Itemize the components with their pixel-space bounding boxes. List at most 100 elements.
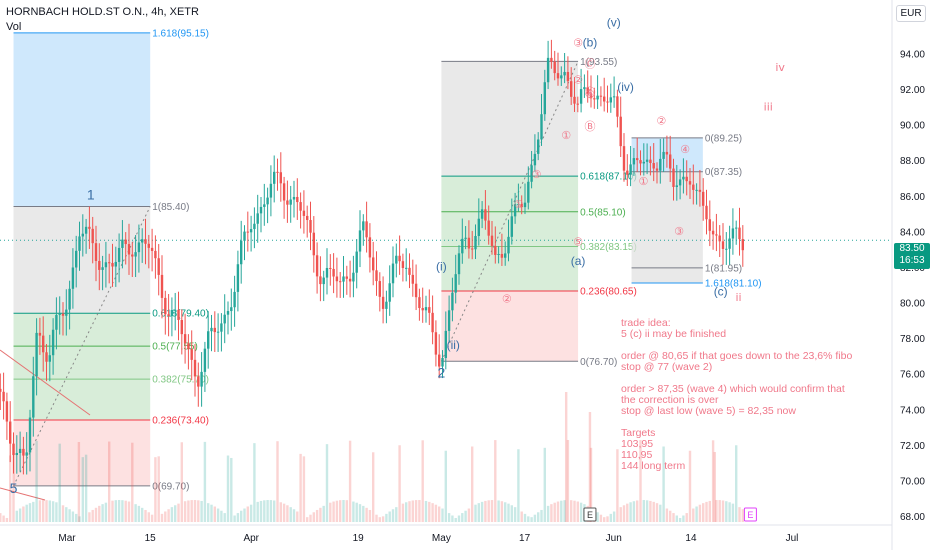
volume-bar	[599, 514, 603, 522]
volume-bar	[263, 500, 266, 522]
volume-bar	[276, 441, 279, 522]
volume-bar	[144, 509, 147, 522]
earnings-marker-label: E	[747, 510, 753, 520]
candle-body	[84, 226, 88, 234]
subwave-label: Ⓒ	[584, 58, 595, 71]
candle-body	[91, 228, 94, 244]
currency-button[interactable]: EUR	[896, 5, 926, 22]
candle-body	[269, 183, 273, 198]
candle-body	[174, 309, 177, 311]
volume-bar	[447, 513, 451, 522]
candle-body	[642, 161, 646, 164]
volume-bar	[114, 500, 118, 522]
candle-body	[395, 255, 398, 264]
candle-body	[682, 176, 685, 180]
candle-body	[626, 170, 629, 175]
volume-bar	[642, 500, 646, 522]
candle-body	[22, 448, 25, 456]
subwave-label: Ⓑ	[584, 120, 595, 133]
volume-bar	[626, 503, 629, 522]
candle-body	[197, 376, 200, 387]
volume-bar	[345, 500, 349, 522]
y-tick-label: 90.00	[900, 121, 925, 132]
volume-bar	[527, 516, 530, 522]
fib-level-label: 0(89.25)	[705, 133, 742, 144]
volume-bar	[388, 511, 391, 522]
fib-zone	[13, 420, 151, 486]
candle-body	[117, 247, 121, 262]
volume-bar	[474, 504, 477, 522]
volume-bar	[708, 500, 712, 522]
candle-body	[553, 61, 556, 74]
volume-bar	[58, 443, 61, 522]
candle-body	[114, 261, 118, 267]
volume-bar	[197, 500, 200, 522]
volume-bar	[358, 504, 362, 522]
last-price: 83.50	[899, 243, 925, 254]
candle-body	[249, 229, 253, 233]
candle-body	[457, 253, 461, 275]
volume-bar	[240, 510, 243, 522]
volume-bar	[233, 515, 236, 522]
volume-bar	[75, 513, 78, 522]
candle-body	[718, 235, 721, 242]
candle-body	[563, 71, 566, 76]
volume-bar	[451, 515, 454, 522]
volume-bar	[553, 502, 556, 522]
volume-bar	[421, 440, 424, 522]
volume-bar	[42, 500, 45, 522]
volume-bar	[352, 501, 355, 522]
candle-body	[550, 57, 553, 62]
candle-body	[378, 281, 382, 297]
candle-body	[619, 116, 622, 147]
candle-body	[692, 184, 695, 190]
volume-bar	[183, 501, 187, 522]
candle-body	[368, 237, 372, 258]
volume-bar	[609, 513, 613, 522]
volume-bar	[738, 507, 741, 522]
candle-body	[398, 255, 401, 262]
volume-bar	[141, 507, 144, 522]
volume-bar	[55, 502, 58, 522]
volume-bar	[319, 507, 322, 522]
candle-body	[246, 231, 250, 233]
candle-body	[474, 235, 477, 250]
candle-body	[421, 308, 424, 311]
volume-bar	[259, 500, 263, 522]
candle-body	[134, 252, 137, 257]
volume-bar	[385, 513, 388, 522]
candle-body	[533, 153, 537, 166]
volume-bar	[137, 505, 141, 522]
volume-bar	[530, 517, 533, 522]
volume-bar	[418, 500, 421, 522]
x-tick-label: 17	[519, 533, 531, 544]
candle-body	[339, 281, 342, 283]
subwave-label: ③	[532, 168, 542, 181]
volume-bar	[504, 502, 507, 522]
subwave-label: ②	[573, 74, 583, 87]
volume-bar	[81, 457, 85, 522]
candle-body	[98, 260, 101, 270]
candle-body	[88, 226, 91, 229]
candle-body	[728, 238, 731, 249]
candle-body	[12, 443, 15, 456]
volume-bar	[339, 500, 342, 522]
candle-body	[431, 312, 434, 333]
volume-bar	[187, 500, 190, 522]
volume-bar	[391, 509, 395, 522]
candle-body	[711, 230, 715, 235]
last-price-tag: 83.50 16:53	[894, 243, 930, 269]
candle-body	[688, 181, 692, 185]
volume-bar	[467, 508, 471, 522]
x-tick-label: Mar	[58, 533, 76, 544]
volume-bar	[61, 505, 65, 522]
candle-body	[487, 220, 490, 236]
x-tick-label: Jun	[606, 533, 622, 544]
candle-body	[322, 277, 325, 285]
candle-body	[741, 239, 745, 251]
x-tick-label: Apr	[243, 533, 259, 544]
volume-bar	[556, 501, 560, 522]
candle-body	[183, 334, 187, 344]
subwave-label: ii	[735, 291, 741, 304]
